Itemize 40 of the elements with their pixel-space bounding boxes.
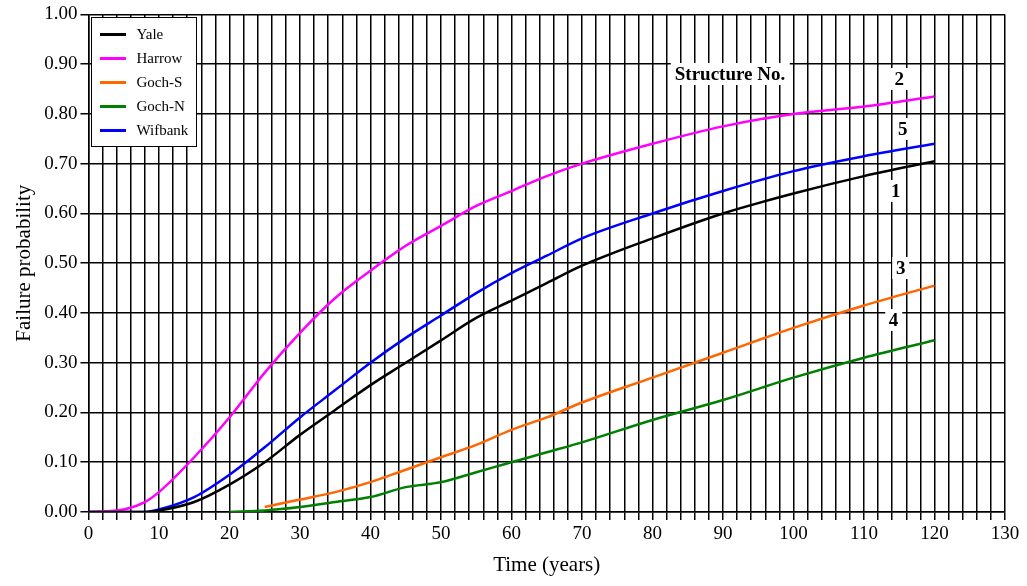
x-tick-label: 80 (642, 522, 662, 544)
annotation: 3 (891, 257, 910, 280)
x-tick-label: 20 (219, 522, 239, 544)
y-tick-label: 0.40 (44, 300, 78, 322)
x-tick-label: 130 (990, 522, 1020, 544)
y-axis-title: Failure probability (11, 184, 36, 342)
x-tick-label: 50 (431, 522, 451, 544)
x-tick-label: 30 (290, 522, 310, 544)
legend-label: Harrow (136, 49, 183, 67)
x-tick-label: 120 (920, 522, 949, 544)
line-series (228, 339, 936, 512)
x-tick-label: 10 (149, 522, 169, 544)
legend-label: Yale (136, 25, 164, 43)
y-tick-label: 0.70 (44, 151, 78, 173)
line-series (263, 284, 936, 509)
legend-label: Wifbank (136, 121, 189, 139)
x-tick-label: 40 (360, 522, 380, 544)
y-tick-label: 0.30 (44, 350, 78, 372)
annotation: 4 (884, 309, 903, 332)
x-tick-label: 60 (501, 522, 521, 544)
y-tick-label: 0.20 (44, 400, 78, 422)
annotation: 1 (886, 180, 905, 203)
annotation: 5 (894, 117, 912, 140)
y-tick-label: 0.60 (44, 201, 78, 223)
annotation: 2 (890, 68, 908, 91)
y-tick-label: 0.10 (44, 450, 78, 472)
y-tick-label: 0.50 (44, 251, 78, 273)
x-tick-label: 0 (83, 522, 94, 544)
x-tick-label: 100 (779, 522, 808, 544)
y-tick-label: 0.90 (44, 52, 78, 74)
annotation: Structure No. (670, 63, 790, 86)
x-tick-label: 110 (850, 522, 878, 544)
y-tick-label: 0.80 (44, 101, 78, 123)
legend-label: Goch-S (136, 73, 183, 91)
y-tick-label: 1.00 (44, 2, 78, 24)
legend-label: Goch-N (136, 97, 185, 115)
y-tick-label: 0.00 (44, 499, 78, 521)
x-tick-label: 70 (572, 522, 592, 544)
x-tick-label: 90 (713, 522, 733, 544)
x-axis-title: Time (years) (493, 551, 601, 576)
